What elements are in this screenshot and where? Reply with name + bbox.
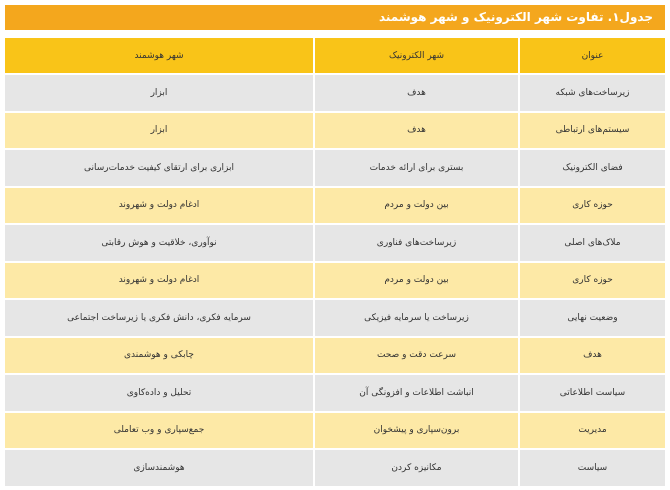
table-cell: بین دولت و مردم: [315, 187, 518, 223]
table-cell: تحلیل و داده‌کاوی: [5, 375, 313, 411]
table-row: ملاک‌های اصلی زیرساخت‌های فناوری نوآوری، خ…: [5, 225, 665, 261]
table-cell: هدف: [520, 337, 665, 373]
table-row: حوزه کاری بین دولت و مردم ادغام دولت و شهر…: [5, 187, 665, 223]
table-cell: ابزار: [5, 112, 313, 148]
table-cell: زیرساخت‌های شبکه: [520, 75, 665, 111]
header-cell: شهر هوشمند: [5, 38, 313, 73]
table-row: سیاست مکانیزه کردن هوشمندسازی: [5, 450, 665, 486]
table-cell: سرعت دقت و صحت: [315, 337, 518, 373]
table-cell: بستری برای ارائه خدمات: [315, 150, 518, 186]
table-cell: هدف: [315, 75, 518, 111]
table-cell: فضای الکترونیک: [520, 150, 665, 186]
table-cell: سیاست: [520, 450, 665, 486]
table-cell: سیاست اطلاعاتی: [520, 375, 665, 411]
table-row: هدف سرعت دقت و صحت چابکی و هوشمندی: [5, 337, 665, 373]
table-cell: انباشت اطلاعات و افزونگی آن: [315, 375, 518, 411]
table-cell: نوآوری، خلاقیت و هوش رقابتی: [5, 225, 313, 261]
header-row: عنوان شهر الکترونیک شهر هوشمند: [5, 38, 665, 73]
table-cell: حوزه کاری: [520, 187, 665, 223]
table-cell: جمع‌سپاری و وب تعاملی: [5, 412, 313, 448]
table-cell: ادغام دولت و شهروند: [5, 187, 313, 223]
table-row: فضای الکترونیک بستری برای ارائه خدمات ابزا…: [5, 150, 665, 186]
table-cell: ابزاری برای ارتقای کیفیت خدمات‌رسانی: [5, 150, 313, 186]
table-cell: چابکی و هوشمندی: [5, 337, 313, 373]
comparison-table: عنوان شهر الکترونیک شهر هوشمند زیرساخت‌های …: [3, 36, 667, 488]
table-body: عنوان شهر الکترونیک شهر هوشمند زیرساخت‌های …: [5, 38, 665, 486]
table-cell: سرمایه فکری، دانش فکری یا زیرساخت اجتماع…: [5, 300, 313, 336]
table-row: حوزه کاری بین دولت و مردم ادغام دولت و شهر…: [5, 262, 665, 298]
table-cell: مدیریت: [520, 412, 665, 448]
table-cell: ابزار: [5, 75, 313, 111]
table-title: جدول۱. تفاوت شهر الکترونیک و شهر هوشمند: [5, 5, 665, 30]
table-cell: برون‌سپاری و پیشخوان: [315, 412, 518, 448]
table-cell: هوشمندسازی: [5, 450, 313, 486]
table-row: وضعیت نهایی زیرساخت یا سرمایه فیزیکی سرمای…: [5, 300, 665, 336]
header-cell: شهر الکترونیک: [315, 38, 518, 73]
header-cell: عنوان: [520, 38, 665, 73]
table-cell: وضعیت نهایی: [520, 300, 665, 336]
table-cell: زیرساخت‌های فناوری: [315, 225, 518, 261]
table-cell: زیرساخت یا سرمایه فیزیکی: [315, 300, 518, 336]
table-cell: بین دولت و مردم: [315, 262, 518, 298]
table-row: مدیریت برون‌سپاری و پیشخوان جمع‌سپاری و وب…: [5, 412, 665, 448]
table-cell: حوزه کاری: [520, 262, 665, 298]
table-row: سیستم‌های ارتباطی هدف ابزار: [5, 112, 665, 148]
table-cell: سیستم‌های ارتباطی: [520, 112, 665, 148]
table-cell: ملاک‌های اصلی: [520, 225, 665, 261]
table-row: سیاست اطلاعاتی انباشت اطلاعات و افزونگی آ…: [5, 375, 665, 411]
table-cell: مکانیزه کردن: [315, 450, 518, 486]
table-cell: ادغام دولت و شهروند: [5, 262, 313, 298]
table-row: زیرساخت‌های شبکه هدف ابزار: [5, 75, 665, 111]
table-cell: هدف: [315, 112, 518, 148]
